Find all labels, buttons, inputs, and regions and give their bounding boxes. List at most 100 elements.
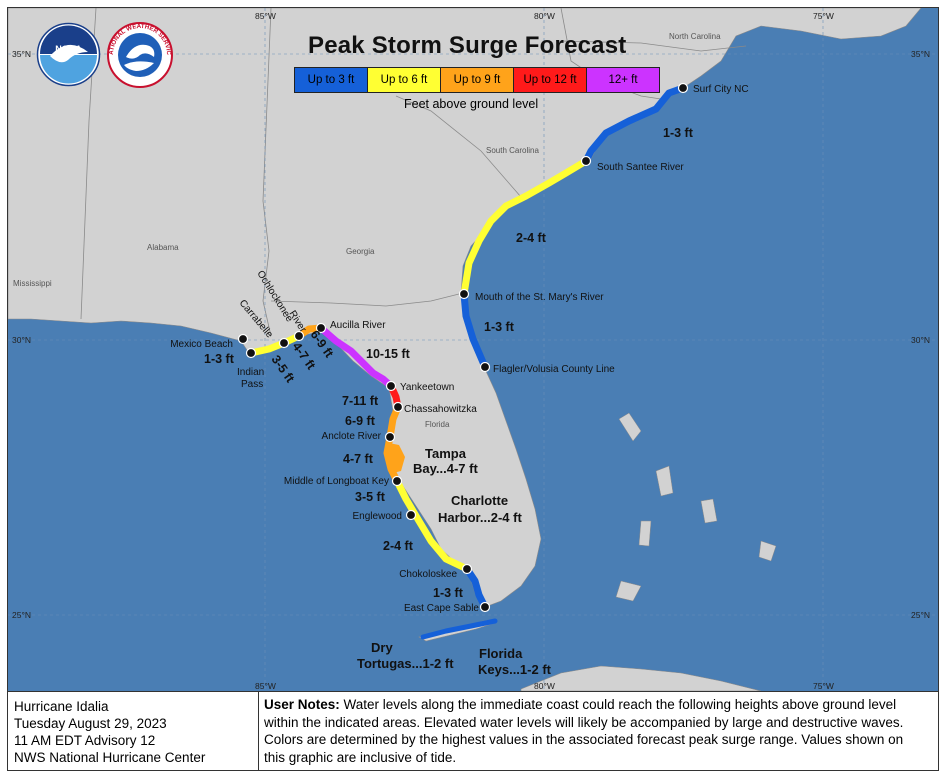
label-charlotte-name: Charlotte bbox=[451, 493, 508, 508]
grid-label-25n-right: 25°N bbox=[911, 610, 930, 620]
marker-surf-city bbox=[677, 82, 689, 94]
label-indian-pass-2: Pass bbox=[241, 379, 263, 390]
state-label-south-carolina: South Carolina bbox=[486, 146, 539, 155]
marker-chokoloskee bbox=[461, 563, 473, 575]
marker-st-marys bbox=[458, 288, 470, 300]
label-surf-city: Surf City NC bbox=[693, 84, 749, 95]
map-canvas: 85°W 80°W 75°W 85°W 80°W 75°W 35°N 30°N … bbox=[8, 8, 938, 691]
range-longboat-englewood: 3-5 ft bbox=[355, 490, 386, 504]
marker-mexico-beach bbox=[237, 333, 249, 345]
nws-logo: NATIONAL WEATHER SERVICE bbox=[106, 21, 173, 88]
label-indian-pass-1: Indian bbox=[237, 367, 264, 378]
grid-label-80w-bottom: 80°W bbox=[534, 681, 555, 691]
segment-purple-big-bend bbox=[317, 324, 395, 390]
issuing-center: NWS National Hurricane Center bbox=[14, 750, 206, 765]
label-dry-range: Tortugas...1-2 ft bbox=[357, 656, 454, 671]
location-markers bbox=[237, 82, 689, 613]
legend-item-up-to-3: Up to 3 ft bbox=[295, 68, 368, 92]
grid-label-80w: 80°W bbox=[534, 11, 555, 21]
range-chokoloskee-cape: 1-3 ft bbox=[433, 586, 464, 600]
noaa-logo: NOAA bbox=[36, 22, 101, 87]
label-charlotte-range: Harbor...2-4 ft bbox=[438, 510, 522, 525]
segment-yellow-sw-fl bbox=[393, 477, 471, 573]
marker-yankeetown bbox=[385, 380, 397, 392]
segment-yellow-sc-ga bbox=[460, 157, 590, 298]
grid-label-75w-bottom: 75°W bbox=[813, 681, 834, 691]
marker-east-cape-sable bbox=[479, 601, 491, 613]
footer-divider bbox=[258, 692, 259, 770]
legend-item-12-plus: 12+ ft bbox=[587, 68, 659, 92]
grid-label-35n: 35°N bbox=[12, 49, 31, 59]
advisory-info: Hurricane Idalia Tuesday August 29, 2023… bbox=[14, 698, 254, 766]
state-label-georgia: Georgia bbox=[346, 247, 375, 256]
range-indian-carrabelle: 3-5 ft bbox=[269, 353, 298, 386]
segment-blue-keys bbox=[420, 618, 498, 640]
range-nc-sc: 1-3 ft bbox=[663, 126, 694, 140]
legend-item-up-to-12: Up to 12 ft bbox=[514, 68, 587, 92]
grid-label-85w-bottom: 85°W bbox=[255, 681, 276, 691]
state-label-florida: Florida bbox=[425, 420, 450, 429]
label-chokoloskee: Chokoloskee bbox=[399, 569, 457, 580]
marker-longboat bbox=[391, 475, 403, 487]
marker-carrabelle bbox=[278, 337, 290, 349]
label-mexico-beach: Mexico Beach bbox=[170, 339, 233, 350]
range-englewood-chokoloskee: 2-4 ft bbox=[383, 539, 414, 553]
label-anclote: Anclote River bbox=[322, 431, 382, 442]
label-south-santee: South Santee River bbox=[597, 162, 684, 173]
range-ne-fl: 1-3 ft bbox=[484, 320, 515, 334]
label-tampa-range: Bay...4-7 ft bbox=[413, 461, 478, 476]
footer-panel: Hurricane Idalia Tuesday August 29, 2023… bbox=[7, 691, 939, 771]
marker-aucilla bbox=[315, 322, 327, 334]
advisory-number: 11 AM EDT Advisory 12 bbox=[14, 733, 156, 748]
label-st-marys: Mouth of the St. Mary's River bbox=[475, 292, 604, 303]
marker-englewood bbox=[405, 509, 417, 521]
label-dry-name: Dry bbox=[371, 640, 393, 655]
label-tampa-name: Tampa bbox=[425, 446, 467, 461]
label-keys-range: Keys...1-2 ft bbox=[478, 662, 552, 677]
state-label-mississippi: Mississippi bbox=[13, 279, 52, 288]
legend-item-up-to-9: Up to 9 ft bbox=[441, 68, 514, 92]
segment-blue-cape bbox=[463, 565, 489, 611]
range-sc-ga: 2-4 ft bbox=[516, 231, 547, 245]
grid-label-25n: 25°N bbox=[12, 610, 31, 620]
surge-map: 85°W 80°W 75°W 85°W 80°W 75°W 35°N 30°N … bbox=[7, 7, 939, 692]
label-chassahowitzka: Chassahowitzka bbox=[404, 404, 477, 415]
segment-yellow-panhandle bbox=[247, 332, 303, 357]
user-notes-text: Water levels along the immediate coast c… bbox=[264, 697, 904, 765]
user-notes: User Notes: Water levels along the immed… bbox=[264, 696, 924, 766]
label-englewood: Englewood bbox=[353, 511, 402, 522]
surge-legend: Up to 3 ft Up to 6 ft Up to 9 ft Up to 1… bbox=[294, 67, 660, 93]
marker-ochlockonee bbox=[293, 330, 305, 342]
state-label-north-carolina: North Carolina bbox=[669, 32, 721, 41]
marker-indian-pass bbox=[245, 347, 257, 359]
range-yankeetown-chassa: 7-11 ft bbox=[342, 394, 379, 408]
grid-label-35n-right: 35°N bbox=[911, 49, 930, 59]
segment-blue-nc bbox=[582, 84, 687, 165]
segment-blue-ne-fl bbox=[460, 290, 489, 371]
grid-label-85w: 85°W bbox=[255, 11, 276, 21]
tampa-bay-surge bbox=[387, 443, 405, 473]
label-longboat: Middle of Longboat Key bbox=[284, 476, 389, 487]
range-anclote-longboat: 4-7 ft bbox=[343, 452, 374, 466]
label-flagler: Flagler/Volusia County Line bbox=[493, 364, 615, 375]
state-label-alabama: Alabama bbox=[147, 243, 179, 252]
range-mexico-indian: 1-3 ft bbox=[204, 352, 235, 366]
label-yankeetown: Yankeetown bbox=[400, 382, 454, 393]
advisory-date: Tuesday August 29, 2023 bbox=[14, 716, 167, 731]
noaa-logo-text: NOAA bbox=[55, 44, 82, 54]
marker-south-santee bbox=[580, 155, 592, 167]
bahamas bbox=[615, 412, 777, 602]
marker-chassahowitzka bbox=[392, 401, 404, 413]
legend-subtitle: Feet above ground level bbox=[404, 97, 539, 111]
label-aucilla: Aucilla River bbox=[330, 320, 386, 331]
label-keys-name: Florida bbox=[479, 646, 523, 661]
grid-label-75w: 75°W bbox=[813, 11, 834, 21]
grid-label-30n-right: 30°N bbox=[911, 335, 930, 345]
range-chassa-anclote: 6-9 ft bbox=[345, 414, 376, 428]
marker-flagler bbox=[479, 361, 491, 373]
cuba bbox=[520, 665, 762, 691]
label-east-cape-sable: East Cape Sable bbox=[404, 603, 479, 614]
range-big-bend: 10-15 ft bbox=[366, 347, 411, 361]
storm-name: Hurricane Idalia bbox=[14, 699, 109, 714]
